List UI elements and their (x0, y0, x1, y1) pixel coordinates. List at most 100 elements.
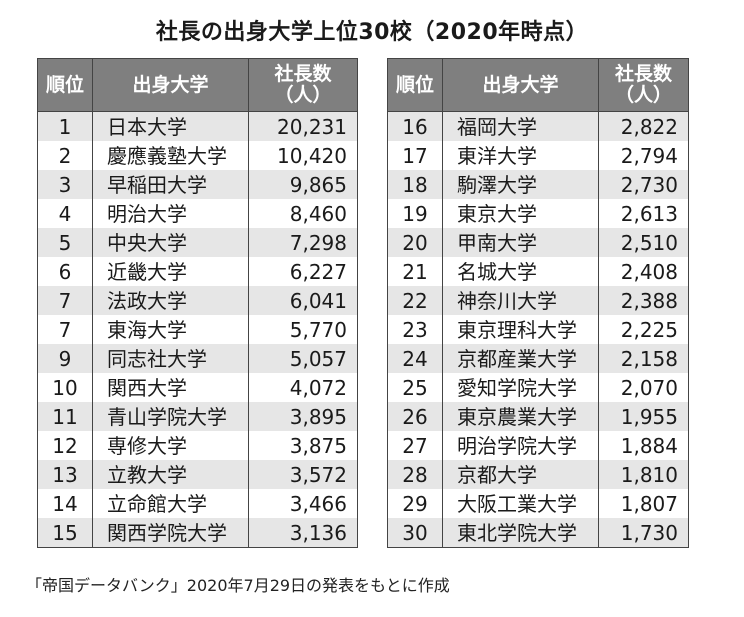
count-cell: 8,460 (248, 199, 358, 228)
university-cell: 京都産業大学 (442, 344, 599, 373)
rank-cell: 12 (37, 431, 93, 460)
table-row: 16 福岡大学 2,822 (387, 111, 689, 141)
table-body-left: 1 日本大学 20,231 2 慶應義塾大学 10,420 3 早稲田大学 9,865 4 明治大学… (37, 111, 358, 548)
count-cell: 2,822 (598, 111, 689, 141)
page-title: 社長の出身大学上位30校（2020年時点） (155, 20, 589, 45)
count-cell: 2,794 (598, 141, 689, 170)
university-cell: 近畿大学 (92, 257, 249, 286)
university-cell: 同志社大学 (92, 344, 249, 373)
university-cell: 東京農業大学 (442, 402, 599, 431)
rank-cell: 22 (387, 286, 443, 315)
header-count: 社長数 （人） (248, 58, 358, 112)
table-row: 21 名城大学 2,408 (387, 257, 689, 286)
table-row: 11 青山学院大学 3,895 (37, 402, 358, 431)
count-cell: 3,136 (248, 518, 358, 548)
rank-cell: 5 (37, 228, 93, 257)
university-cell: 明治大学 (92, 199, 249, 228)
table-row: 10 関西大学 4,072 (37, 373, 358, 402)
rank-cell: 4 (37, 199, 93, 228)
rank-cell: 27 (387, 431, 443, 460)
university-cell: 明治学院大学 (442, 431, 599, 460)
table-row: 24 京都産業大学 2,158 (387, 344, 689, 373)
header-university: 出身大学 (442, 58, 599, 112)
university-cell: 日本大学 (92, 111, 249, 141)
header-university: 出身大学 (92, 58, 249, 112)
university-cell: 神奈川大学 (442, 286, 599, 315)
table-row: 28 京都大学 1,810 (387, 460, 689, 489)
table-row: 23 東京理科大学 2,225 (387, 315, 689, 344)
university-cell: 東海大学 (92, 315, 249, 344)
university-cell: 福岡大学 (442, 111, 599, 141)
rank-cell: 29 (387, 489, 443, 518)
count-cell: 2,388 (598, 286, 689, 315)
table-row: 9 同志社大学 5,057 (37, 344, 358, 373)
count-cell: 2,730 (598, 170, 689, 199)
university-cell: 慶應義塾大学 (92, 141, 249, 170)
table-row: 27 明治学院大学 1,884 (387, 431, 689, 460)
table-row: 3 早稲田大学 9,865 (37, 170, 358, 199)
university-cell: 青山学院大学 (92, 402, 249, 431)
count-cell: 3,572 (248, 460, 358, 489)
rank-cell: 2 (37, 141, 93, 170)
count-cell: 2,225 (598, 315, 689, 344)
count-cell: 9,865 (248, 170, 358, 199)
table-row: 18 駒澤大学 2,730 (387, 170, 689, 199)
rank-cell: 7 (37, 315, 93, 344)
table-row: 13 立教大学 3,572 (37, 460, 358, 489)
table-row: 17 東洋大学 2,794 (387, 141, 689, 170)
count-cell: 1,810 (598, 460, 689, 489)
count-cell: 1,807 (598, 489, 689, 518)
rank-cell: 15 (37, 518, 93, 548)
header-rank: 順位 (387, 58, 443, 112)
rank-cell: 28 (387, 460, 443, 489)
table-row: 14 立命館大学 3,466 (37, 489, 358, 518)
table-row: 12 専修大学 3,875 (37, 431, 358, 460)
header-count: 社長数 （人） (598, 58, 689, 112)
count-cell: 2,158 (598, 344, 689, 373)
university-cell: 名城大学 (442, 257, 599, 286)
university-cell: 東京大学 (442, 199, 599, 228)
rank-cell: 3 (37, 170, 93, 199)
table-row: 1 日本大学 20,231 (37, 111, 358, 141)
university-cell: 立教大学 (92, 460, 249, 489)
rank-cell: 25 (387, 373, 443, 402)
count-cell: 2,070 (598, 373, 689, 402)
university-cell: 中央大学 (92, 228, 249, 257)
table-row: 26 東京農業大学 1,955 (387, 402, 689, 431)
rank-cell: 1 (37, 111, 93, 141)
table-row: 30 東北学院大学 1,730 (387, 518, 689, 548)
university-cell: 立命館大学 (92, 489, 249, 518)
count-cell: 1,955 (598, 402, 689, 431)
count-cell: 4,072 (248, 373, 358, 402)
rank-cell: 16 (387, 111, 443, 141)
table-header-row: 順位 出身大学 社長数 （人） (387, 58, 689, 112)
university-cell: 関西学院大学 (92, 518, 249, 548)
ranking-table-left: 順位 出身大学 社長数 （人） 1 日本大学 20,231 2 慶應義塾大学 10,420 3… (37, 58, 358, 548)
rank-cell: 9 (37, 344, 93, 373)
rank-cell: 26 (387, 402, 443, 431)
university-cell: 東京理科大学 (442, 315, 599, 344)
ranking-table-right: 順位 出身大学 社長数 （人） 16 福岡大学 2,822 17 東洋大学 2,794 18 駒… (387, 58, 689, 548)
rank-cell: 24 (387, 344, 443, 373)
university-cell: 甲南大学 (442, 228, 599, 257)
rank-cell: 23 (387, 315, 443, 344)
university-cell: 愛知学院大学 (442, 373, 599, 402)
count-cell: 2,613 (598, 199, 689, 228)
table-row: 4 明治大学 8,460 (37, 199, 358, 228)
table-row: 19 東京大学 2,613 (387, 199, 689, 228)
table-row: 20 甲南大学 2,510 (387, 228, 689, 257)
rank-cell: 10 (37, 373, 93, 402)
count-cell: 1,884 (598, 431, 689, 460)
count-cell: 3,875 (248, 431, 358, 460)
rank-cell: 20 (387, 228, 443, 257)
count-cell: 2,408 (598, 257, 689, 286)
table-row: 5 中央大学 7,298 (37, 228, 358, 257)
count-cell: 20,231 (248, 111, 358, 141)
rank-cell: 19 (387, 199, 443, 228)
rank-cell: 17 (387, 141, 443, 170)
rank-cell: 21 (387, 257, 443, 286)
table-row: 7 法政大学 6,041 (37, 286, 358, 315)
rank-cell: 30 (387, 518, 443, 548)
table-row: 29 大阪工業大学 1,807 (387, 489, 689, 518)
table-header-row: 順位 出身大学 社長数 （人） (37, 58, 358, 112)
